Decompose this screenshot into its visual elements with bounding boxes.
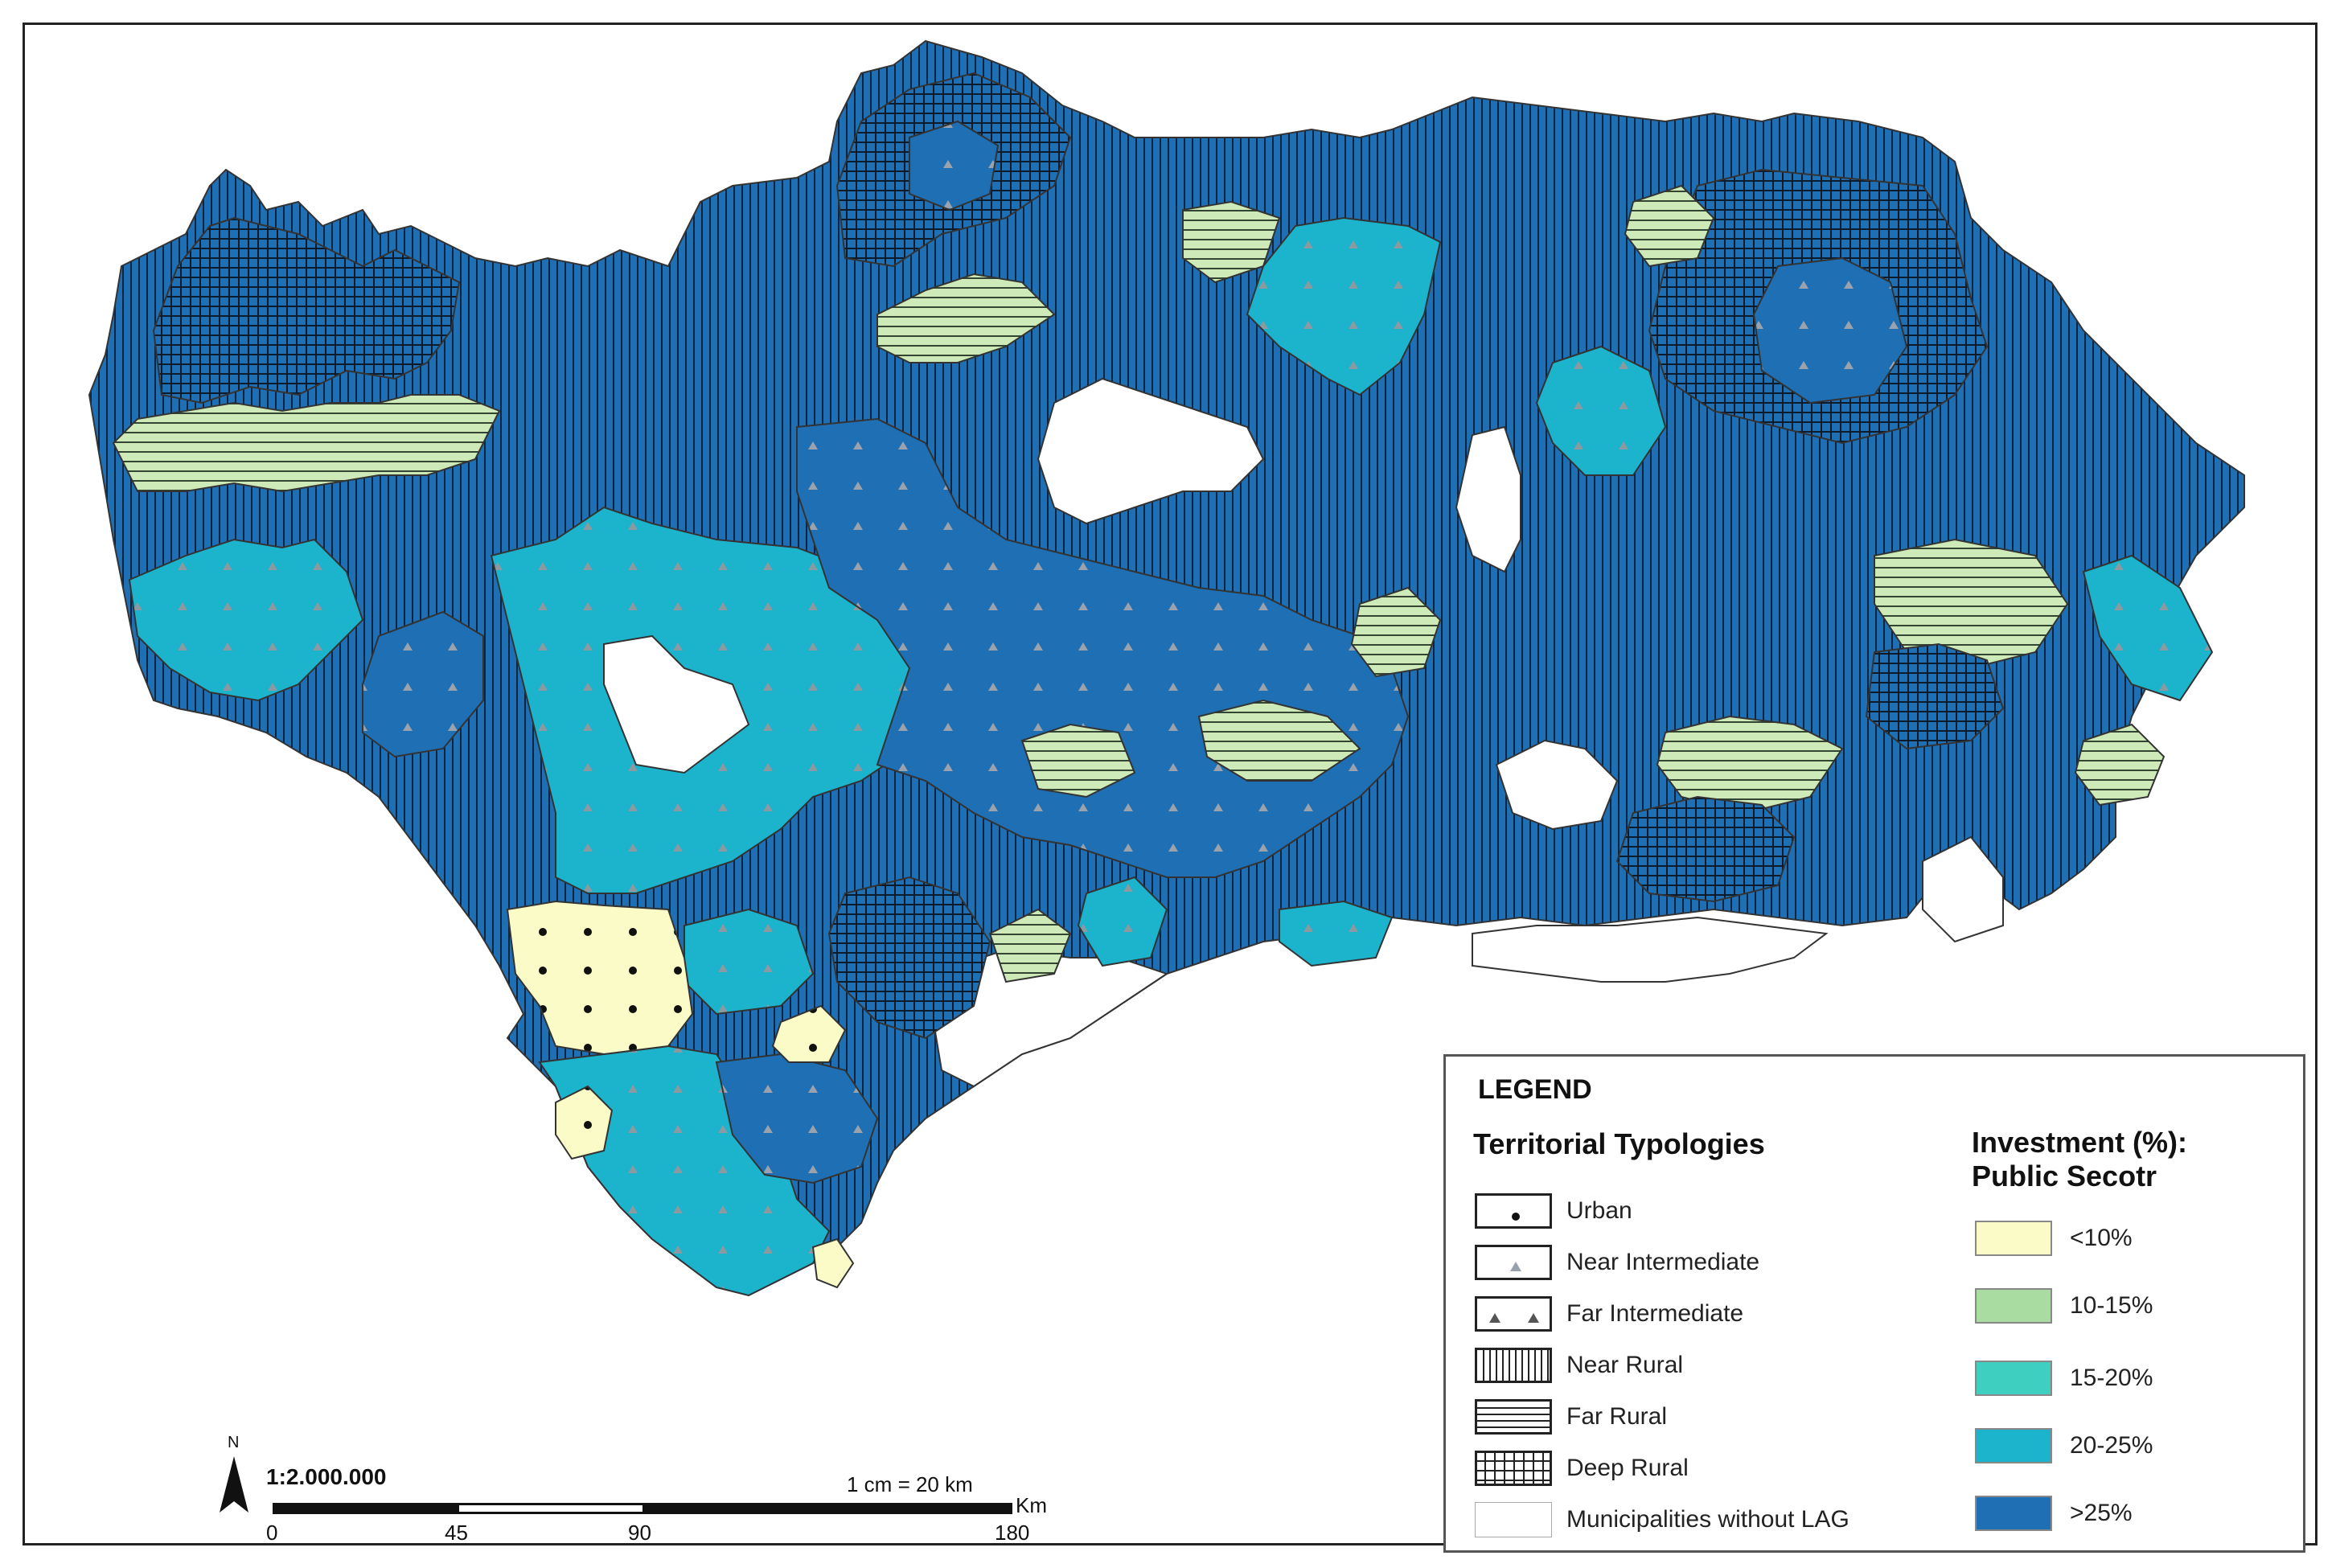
legend-class-10-15: 10-15%	[1975, 1288, 2153, 1324]
legend-class-15-20: 15-20%	[1975, 1361, 2153, 1396]
legend-item-near-rural: Near Rural	[1475, 1348, 1683, 1383]
legend-label: Urban	[1566, 1197, 1632, 1224]
urban-medina	[555, 1085, 614, 1160]
far-rural-ne-a	[1624, 184, 1715, 268]
near-rural-pattern-icon	[1475, 1348, 1552, 1383]
class-label: 10-15%	[2070, 1292, 2153, 1319]
near-intermediate-south-centre	[1077, 876, 1168, 967]
color-swatch	[1975, 1428, 2052, 1463]
north-label: N	[228, 1434, 240, 1451]
investment-title-line2: Public Secotr	[1972, 1160, 2157, 1192]
near-intermediate-centre-east	[1535, 345, 1667, 476]
no-lag-cordoba	[1037, 377, 1265, 525]
far-rural-south	[988, 908, 1072, 983]
color-swatch	[1975, 1361, 2052, 1396]
andalusia-map	[88, 39, 2245, 1297]
far-rural-centre	[1197, 699, 1361, 782]
legend-label: Near Rural	[1566, 1352, 1684, 1378]
scale-bar: N 1:2.000.000 1 cm = 20 km Km 0 45 90 18…	[220, 1434, 1110, 1553]
near-intermediate-west	[128, 538, 364, 702]
class-label: <10%	[2070, 1225, 2133, 1251]
far-intermediate-north	[909, 120, 1000, 211]
no-lag-seville	[603, 634, 750, 774]
near-intermediate-southwest	[538, 1045, 831, 1297]
deep-rural-se	[1615, 795, 1796, 903]
far-rural-north-a	[876, 273, 1056, 363]
urban-pattern-icon	[1475, 1193, 1552, 1229]
scale-bar-segments	[273, 1503, 1012, 1514]
north-arrow-icon	[220, 1456, 248, 1513]
scale-seg-1	[275, 1505, 459, 1512]
urban-arcos	[771, 1004, 847, 1063]
far-rural-centre-b	[1020, 723, 1136, 798]
color-swatch	[1975, 1221, 2052, 1256]
legend-label: Far Rural	[1566, 1403, 1668, 1430]
far-rural-east-b	[1656, 715, 1844, 815]
near-intermediate-pattern-icon	[1475, 1245, 1552, 1280]
legend-class-gt25: >25%	[1975, 1496, 2133, 1531]
investment-title-line1: Investment (%):	[1972, 1126, 2188, 1159]
deep-rural-pattern-icon	[1475, 1451, 1552, 1486]
near-intermediate-south-east	[1279, 900, 1394, 967]
legend-label: Near Intermediate	[1566, 1249, 1760, 1275]
legend-item-deep-rural: Deep Rural	[1475, 1451, 1689, 1486]
legend-title: LEGEND	[1478, 1074, 1592, 1105]
no-lag-almeria	[1922, 835, 2004, 943]
far-intermediate-ne	[1752, 257, 1908, 404]
legend-item-far-rural: Far Rural	[1475, 1399, 1667, 1435]
legend-label: Deep Rural	[1566, 1455, 1689, 1481]
far-intermediate-west	[362, 610, 484, 758]
scale-tick-0: 0	[266, 1521, 278, 1545]
class-label: 20-25%	[2070, 1432, 2153, 1459]
scale-ratio: 1:2.000.000	[266, 1464, 387, 1489]
scale-unit: Km	[1016, 1493, 1047, 1517]
far-rural-mid	[1350, 586, 1442, 678]
far-rural-nw	[112, 394, 501, 493]
class-label: >25%	[2070, 1500, 2133, 1526]
urban-algeciras	[811, 1238, 855, 1289]
deep-rural-nw	[152, 216, 461, 404]
near-intermediate-north-centre	[1246, 216, 1442, 396]
urban-jerez	[506, 900, 694, 1056]
scale-tick-45: 45	[445, 1521, 468, 1545]
far-rural-east-a	[1874, 538, 2069, 670]
no-lag-granada	[1495, 739, 1619, 831]
typologies-title: Territorial Typologies	[1473, 1127, 1765, 1160]
scale-equivalence: 1 cm = 20 km	[847, 1472, 973, 1496]
deep-rural-east	[1865, 642, 2005, 750]
color-swatch	[1975, 1288, 2052, 1324]
far-rural-east-c	[2074, 723, 2166, 807]
legend-item-far-intermediate: Far Intermediate	[1475, 1296, 1743, 1332]
map-legend: LEGEND Territorial Typologies Investment…	[1443, 1054, 2305, 1553]
no-lag-coast-east	[1472, 916, 1829, 983]
map-frame: LEGEND Territorial Typologies Investment…	[23, 23, 2317, 1553]
far-intermediate-pattern-icon	[1475, 1296, 1552, 1332]
legend-item-no-lag: Municipalities without LAG	[1475, 1502, 1849, 1537]
legend-class-lt10: <10%	[1975, 1221, 2133, 1256]
scale-tick-180: 180	[995, 1521, 1030, 1545]
legend-label: Far Intermediate	[1566, 1300, 1744, 1327]
legend-class-20-25: 20-25%	[1975, 1428, 2153, 1463]
legend-item-urban: Urban	[1475, 1193, 1632, 1229]
scale-seg-3	[642, 1505, 1010, 1512]
far-rural-north-b	[1182, 200, 1281, 284]
legend-item-near-intermediate: Near Intermediate	[1475, 1245, 1759, 1280]
color-swatch	[1975, 1496, 2052, 1531]
near-intermediate-sw-b	[684, 908, 815, 1016]
no-lag-pattern-icon	[1475, 1502, 1552, 1537]
class-label: 15-20%	[2070, 1365, 2153, 1391]
scale-tick-90: 90	[628, 1521, 651, 1545]
legend-label: Municipalities without LAG	[1566, 1506, 1849, 1533]
no-lag-jaen	[1455, 425, 1521, 573]
near-intermediate-east	[2082, 554, 2214, 702]
far-rural-pattern-icon	[1475, 1399, 1552, 1435]
scale-seg-2	[458, 1505, 642, 1512]
deep-rural-south-centre	[827, 876, 991, 1040]
